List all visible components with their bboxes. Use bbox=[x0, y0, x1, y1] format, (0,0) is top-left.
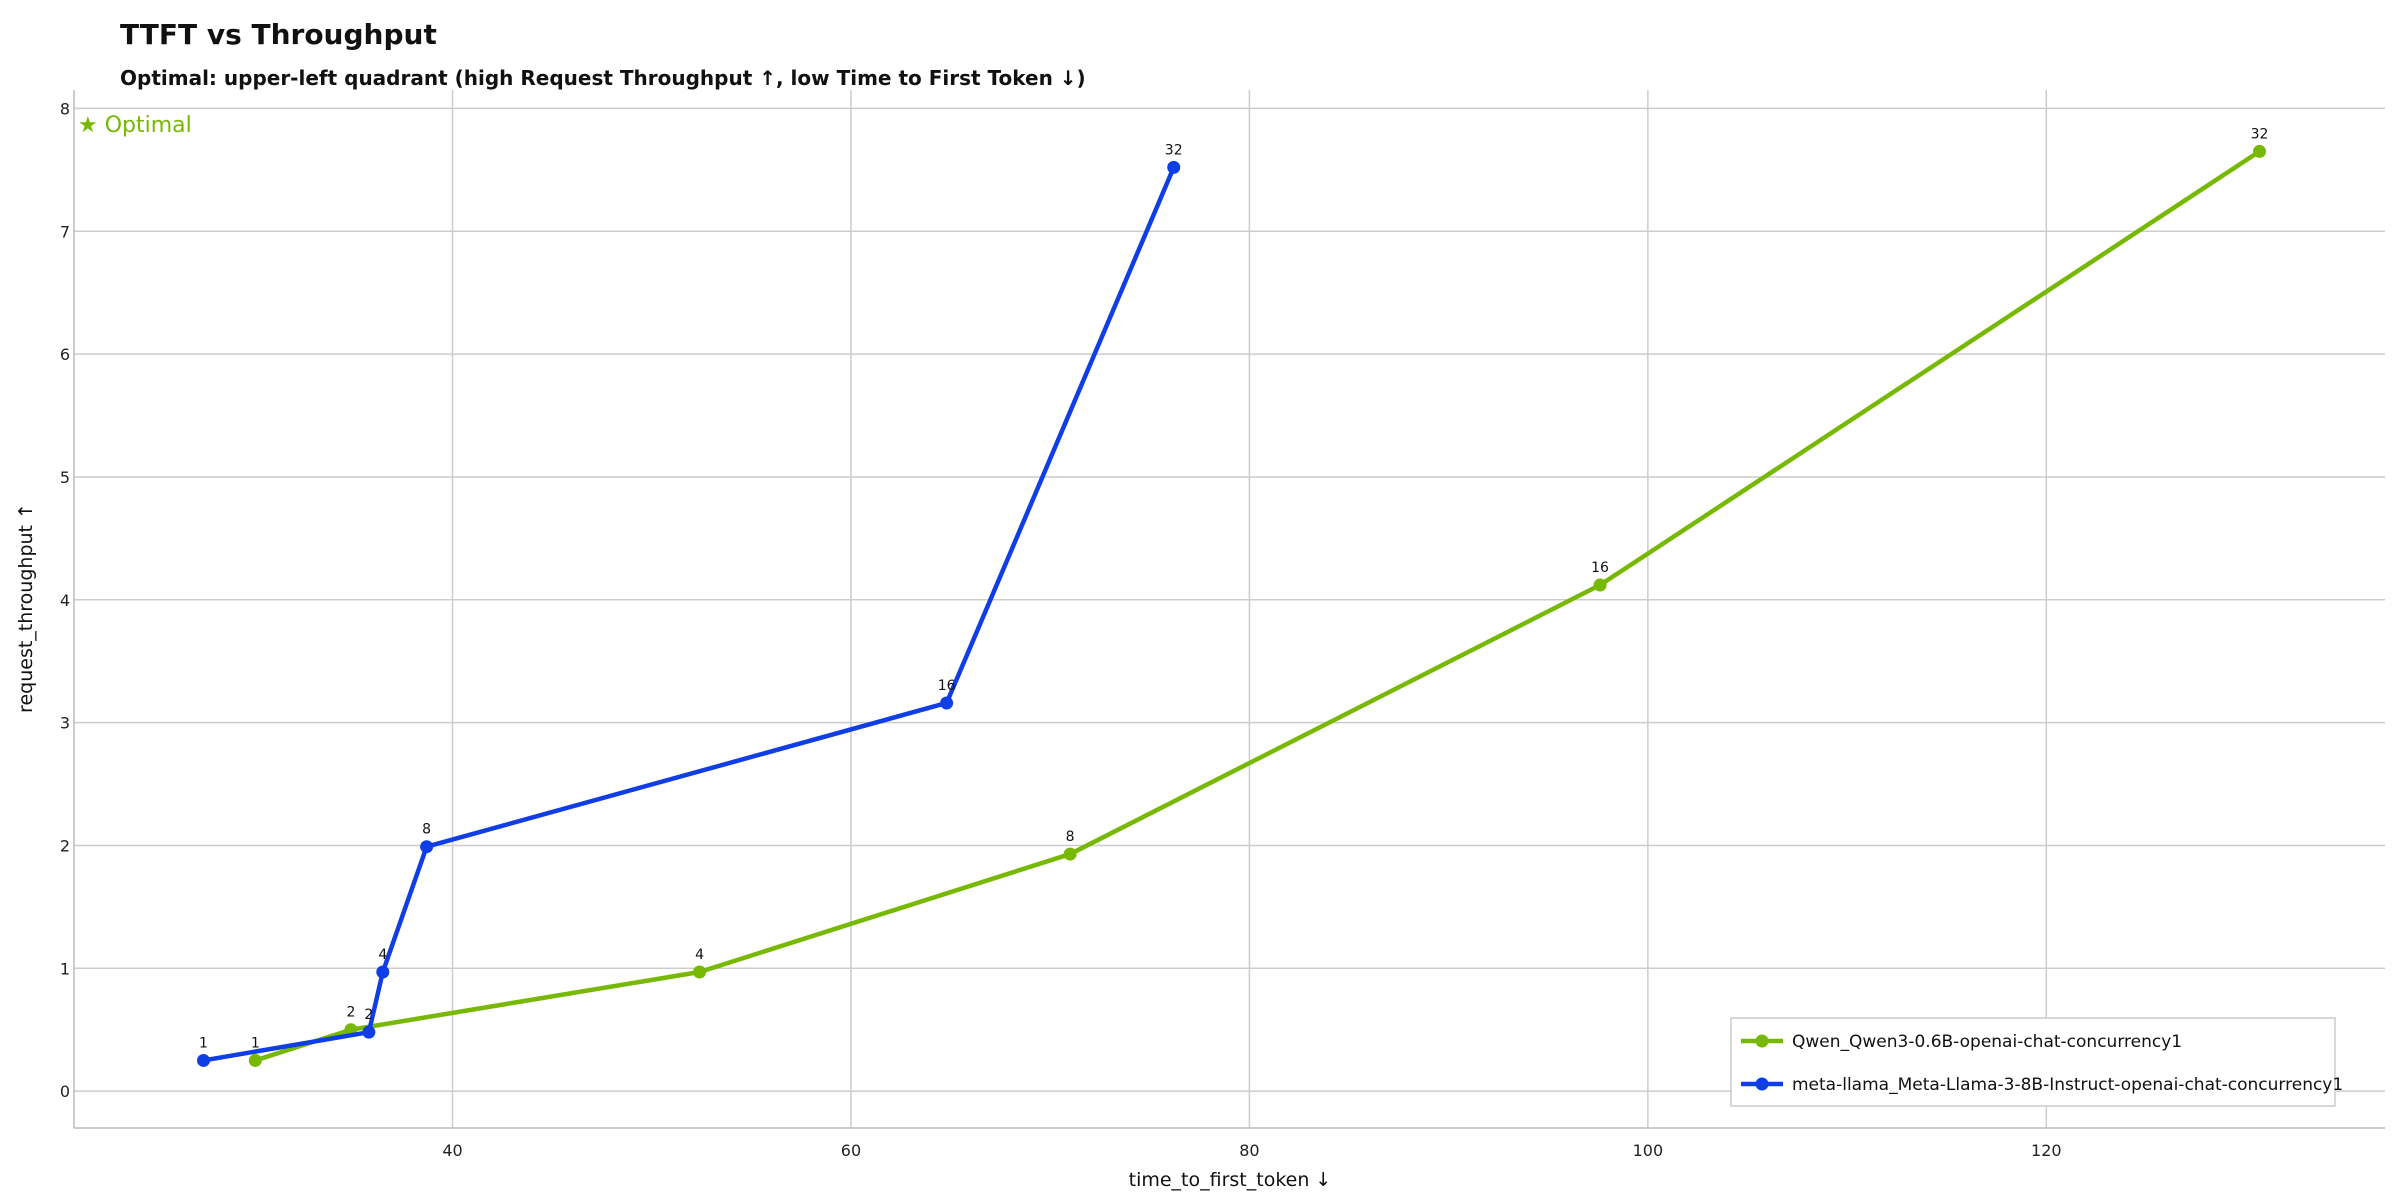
y-tick-label: 4 bbox=[60, 591, 70, 610]
y-axis-label: request_throughput ↑ bbox=[15, 503, 37, 713]
data-point bbox=[940, 696, 954, 710]
series-line-2 bbox=[201, 165, 1176, 1063]
plot-frame bbox=[73, 90, 2385, 1129]
legend: Qwen_Qwen3-0.6B-openai-chat-concurrency1… bbox=[1730, 1017, 2343, 1107]
data-point-label: 32 bbox=[1165, 142, 1183, 158]
data-point-label: 4 bbox=[695, 947, 704, 963]
data-point-label: 16 bbox=[938, 678, 956, 694]
x-tick-label: 100 bbox=[1633, 1141, 1664, 1160]
legend-swatch-marker bbox=[1755, 1077, 1769, 1091]
data-point bbox=[420, 840, 434, 854]
chart-title: TTFT vs Throughput bbox=[120, 18, 437, 51]
chart-subtitle: Optimal: upper-left quadrant (high Reque… bbox=[120, 66, 1086, 90]
data-point bbox=[2252, 144, 2266, 158]
data-point-label: 4 bbox=[378, 947, 387, 963]
series-line-1 bbox=[253, 149, 2262, 1063]
optimal-annotation: ★ Optimal bbox=[78, 113, 192, 138]
legend-entry-label: Qwen_Qwen3-0.6B-openai-chat-concurrency1 bbox=[1792, 1032, 2182, 1052]
y-tick-label: 3 bbox=[60, 714, 70, 733]
data-point-label: 8 bbox=[422, 822, 431, 838]
data-point bbox=[362, 1025, 376, 1039]
data-point-label: 8 bbox=[1066, 829, 1075, 845]
data-point-label: 16 bbox=[1591, 560, 1609, 576]
data-point bbox=[196, 1053, 210, 1067]
data-point-label: 32 bbox=[2251, 126, 2269, 142]
data-point-label: 1 bbox=[251, 1035, 260, 1051]
legend-swatch-marker bbox=[1755, 1034, 1769, 1048]
y-tick-label: 2 bbox=[60, 836, 70, 855]
legend-entry-label: meta-llama_Meta-Llama-3-8B-Instruct-open… bbox=[1792, 1075, 2343, 1095]
point-labels: 1 2 4 8 16 32 1 2 4 8 16 32 bbox=[199, 126, 2268, 1051]
data-point bbox=[1167, 160, 1181, 174]
data-point bbox=[376, 965, 390, 979]
data-point bbox=[693, 965, 707, 979]
series-lines bbox=[196, 144, 2266, 1067]
data-point bbox=[248, 1053, 262, 1067]
axis-ticks: 40 60 80 100 120 0 1 2 3 4 5 6 7 8 bbox=[60, 99, 2062, 1160]
x-tick-label: 120 bbox=[2031, 1141, 2062, 1160]
legend-box bbox=[1730, 1017, 2336, 1107]
x-tick-label: 80 bbox=[1239, 1141, 1259, 1160]
data-point-label: 2 bbox=[346, 1005, 355, 1021]
data-point bbox=[1063, 847, 1077, 861]
data-point bbox=[1593, 578, 1607, 592]
y-tick-label: 0 bbox=[60, 1082, 70, 1101]
y-tick-label: 6 bbox=[60, 345, 70, 364]
y-tick-label: 5 bbox=[60, 468, 70, 487]
data-point-label: 2 bbox=[364, 1007, 373, 1023]
y-tick-label: 1 bbox=[60, 959, 70, 978]
x-axis-label: time_to_first_token ↓ bbox=[1129, 1169, 1332, 1191]
grid-lines bbox=[74, 90, 2385, 1128]
x-tick-label: 60 bbox=[841, 1141, 861, 1160]
y-tick-label: 8 bbox=[60, 99, 70, 118]
x-tick-label: 40 bbox=[442, 1141, 462, 1160]
data-point-label: 1 bbox=[199, 1035, 208, 1051]
y-tick-label: 7 bbox=[60, 222, 70, 241]
